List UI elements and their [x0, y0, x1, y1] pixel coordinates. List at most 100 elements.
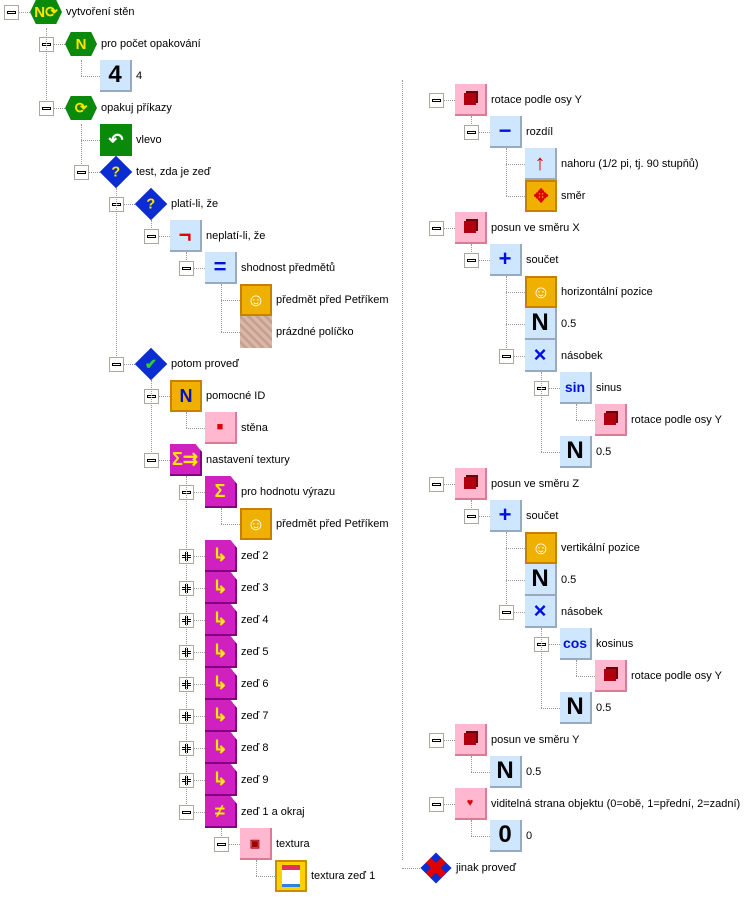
node-label[interactable]: prázdné políčko: [276, 326, 354, 338]
number-4-icon[interactable]: 4: [100, 60, 132, 92]
collapse-button[interactable]: [109, 357, 124, 372]
collapse-button[interactable]: [429, 93, 444, 108]
rotate-y-icon[interactable]: [595, 660, 627, 692]
node-label[interactable]: 0.5: [596, 446, 612, 458]
branch-arrow-icon[interactable]: ↳: [205, 700, 237, 732]
node-label[interactable]: násobek: [561, 350, 603, 362]
node-label[interactable]: 4: [136, 70, 143, 82]
collapse-button[interactable]: [499, 605, 514, 620]
repeat-n-icon[interactable]: N⟳: [30, 0, 62, 24]
not-equal-branch-icon[interactable]: ≠: [205, 796, 237, 828]
collapse-button[interactable]: [429, 477, 444, 492]
node-label[interactable]: zeď 8: [241, 742, 269, 754]
number-n-icon[interactable]: N: [65, 32, 97, 56]
node-label[interactable]: posun ve směru X: [491, 222, 580, 234]
number-n-icon[interactable]: N: [490, 756, 522, 788]
collapse-button[interactable]: [214, 837, 229, 852]
number-n-icon[interactable]: N: [525, 564, 557, 596]
node-label[interactable]: potom proveď: [171, 358, 239, 370]
cos-icon[interactable]: cos: [560, 628, 592, 660]
node-label[interactable]: zeď 4: [241, 614, 269, 626]
texture-wall-image-icon[interactable]: [275, 860, 307, 892]
node-label[interactable]: pro počet opakování: [101, 38, 201, 50]
node-label[interactable]: součet: [526, 510, 559, 522]
collapse-button[interactable]: [179, 805, 194, 820]
branch-arrow-icon[interactable]: ↳: [205, 604, 237, 636]
node-label[interactable]: vlevo: [136, 134, 162, 146]
node-label[interactable]: viditelná strana objektu (0=obě, 1=předn…: [491, 798, 741, 810]
sin-icon[interactable]: sin: [560, 372, 592, 404]
node-label[interactable]: rotace podle osy Y: [631, 670, 722, 682]
node-label[interactable]: zeď 2: [241, 550, 269, 562]
node-label[interactable]: zeď 6: [241, 678, 269, 690]
node-label[interactable]: zeď 9: [241, 774, 269, 786]
rotate-y-icon[interactable]: [455, 84, 487, 116]
branch-arrow-icon[interactable]: ↳: [205, 572, 237, 604]
node-label[interactable]: nahoru (1/2 pi, tj. 90 stupňů): [561, 158, 699, 170]
wall-icon[interactable]: ■: [205, 412, 237, 444]
collapse-button[interactable]: [144, 453, 159, 468]
node-label[interactable]: směr: [561, 190, 586, 202]
node-label[interactable]: zeď 1 a okraj: [241, 806, 305, 818]
empty-tile-icon[interactable]: [240, 316, 272, 348]
node-label[interactable]: nastavení textury: [206, 454, 290, 466]
node-label[interactable]: 0.5: [561, 574, 577, 586]
rabbit-object-icon[interactable]: ☺: [240, 508, 272, 540]
node-label[interactable]: předmět před Petříkem: [276, 518, 389, 530]
collapse-button[interactable]: [39, 101, 54, 116]
expression-value-icon[interactable]: Σ: [205, 476, 237, 508]
number-n-icon[interactable]: N: [560, 692, 592, 724]
branch-arrow-icon[interactable]: ↳: [205, 764, 237, 796]
else-label[interactable]: jinak proveď: [456, 862, 516, 874]
number-n-icon[interactable]: N: [560, 436, 592, 468]
move-z-icon[interactable]: [455, 468, 487, 500]
node-label[interactable]: opakuj příkazy: [101, 102, 172, 114]
node-label[interactable]: shodnost předmětů: [241, 262, 336, 274]
node-label[interactable]: pro hodnotu výrazu: [241, 486, 336, 498]
number-n-icon[interactable]: N: [525, 308, 557, 340]
turn-left-rabbit-icon[interactable]: ↶: [100, 124, 132, 156]
collapse-button[interactable]: [4, 5, 19, 20]
branch-arrow-icon[interactable]: ↳: [205, 668, 237, 700]
collapse-button[interactable]: [464, 253, 479, 268]
branch-arrow-icon[interactable]: ↳: [205, 732, 237, 764]
node-label[interactable]: stěna: [241, 422, 268, 434]
node-label[interactable]: rotace podle osy Y: [491, 94, 582, 106]
visible-side-icon[interactable]: ♥: [455, 788, 487, 820]
node-label[interactable]: zeď 3: [241, 582, 269, 594]
node-label[interactable]: neplatí-li, že: [206, 230, 266, 242]
vertical-position-icon[interactable]: ☺: [525, 532, 557, 564]
loop-icon[interactable]: ⟳: [65, 96, 97, 120]
number-0-icon[interactable]: 0: [490, 820, 522, 852]
node-label[interactable]: násobek: [561, 606, 603, 618]
collapse-button[interactable]: [429, 221, 444, 236]
rotate-y-icon[interactable]: [595, 404, 627, 436]
node-label[interactable]: rozdíl: [526, 126, 553, 138]
plus-icon[interactable]: +: [490, 500, 522, 532]
collapse-button[interactable]: [429, 733, 444, 748]
minus-icon[interactable]: −: [490, 116, 522, 148]
node-label[interactable]: rotace podle osy Y: [631, 414, 722, 426]
node-label[interactable]: vytvoření stěn: [66, 6, 135, 18]
horizontal-position-icon[interactable]: ☺: [525, 276, 557, 308]
node-label[interactable]: 0: [526, 830, 533, 842]
node-label[interactable]: pomocné ID: [206, 390, 266, 402]
test-diamond-icon[interactable]: ?: [99, 155, 133, 189]
direction-rabbit-icon[interactable]: ✥: [525, 180, 557, 212]
node-label[interactable]: test, zda je zeď: [136, 166, 211, 178]
multiply-icon[interactable]: ×: [525, 340, 557, 372]
node-label[interactable]: zeď 7: [241, 710, 269, 722]
collapse-button[interactable]: [429, 797, 444, 812]
node-label[interactable]: horizontální pozice: [561, 286, 653, 298]
collapse-button[interactable]: [464, 125, 479, 140]
texture-setting-icon[interactable]: Σ⇉: [170, 444, 202, 476]
node-label[interactable]: součet: [526, 254, 559, 266]
collapse-button[interactable]: [464, 509, 479, 524]
node-label[interactable]: zeď 5: [241, 646, 269, 658]
condition-icon[interactable]: ?: [134, 187, 168, 221]
node-label[interactable]: předmět před Petříkem: [276, 294, 389, 306]
rabbit-object-icon[interactable]: ☺: [240, 284, 272, 316]
collapse-button[interactable]: [144, 229, 159, 244]
branch-arrow-icon[interactable]: ↳: [205, 540, 237, 572]
branch-arrow-icon[interactable]: ↳: [205, 636, 237, 668]
